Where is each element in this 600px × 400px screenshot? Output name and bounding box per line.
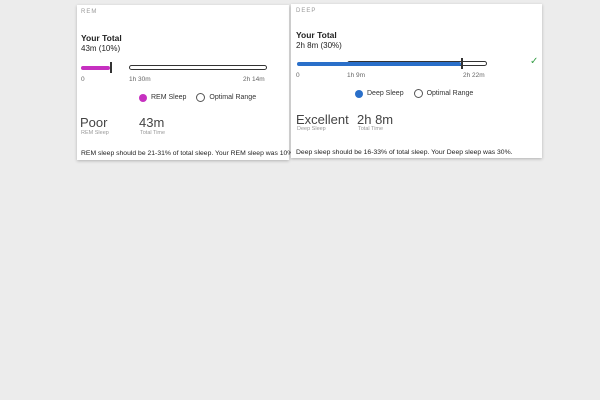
total-time-sub: Total Time	[358, 126, 384, 132]
legend-series: Deep Sleep	[367, 90, 404, 97]
note: Deep sleep should be 16-33% of total sle…	[296, 149, 513, 156]
value-marker	[110, 62, 112, 73]
tick-label: 1h 9m	[347, 72, 366, 79]
deep-value-bar	[297, 62, 461, 66]
tick-label: 0	[296, 72, 300, 79]
tick-label: 0	[81, 76, 85, 83]
range-legend-circle-icon	[413, 89, 423, 98]
rating-sub: REM Sleep	[81, 130, 109, 136]
legend: Deep Sleep Optimal Range	[355, 89, 473, 98]
legend-range: Optimal Range	[209, 94, 257, 101]
card-label: DEEP	[296, 8, 317, 14]
tick-label: 2h 22m	[463, 72, 485, 79]
card-label: REM	[81, 9, 98, 15]
total-time-sub: Total Time	[140, 130, 166, 136]
legend-range: Optimal Range	[426, 90, 474, 97]
rating-sub: Deep Sleep	[297, 126, 326, 132]
rating: Excellent	[296, 112, 349, 127]
total-time: 43m	[139, 115, 165, 130]
rem-value-bar	[81, 66, 110, 70]
value-marker	[461, 58, 463, 69]
check-icon: ✓	[530, 56, 539, 67]
total-value: 43m (10%)	[81, 44, 121, 53]
tick-label: 2h 14m	[243, 76, 265, 83]
range-legend-circle-icon	[196, 93, 206, 102]
total-time: 2h 8m	[357, 112, 394, 127]
tick-label: 1h 30m	[129, 76, 151, 83]
optimal-range-bar	[129, 65, 267, 70]
deep-legend-dot-icon	[355, 89, 363, 98]
legend-series: REM Sleep	[151, 94, 187, 101]
rem-card: REM Your Total 43m (10%) 0 1h 30m 2h 14m…	[77, 5, 295, 160]
rem-legend-dot-icon	[139, 93, 147, 102]
legend: REM Sleep Optimal Range	[139, 93, 256, 102]
deep-card: DEEP Your Total 2h 8m (30%) ✓ 0 1h 9m 2h…	[291, 4, 542, 158]
total-title: Your Total	[296, 30, 337, 40]
total-value: 2h 8m (30%)	[296, 41, 342, 50]
total-title: Your Total	[81, 33, 122, 43]
rating: Poor	[80, 115, 108, 130]
note: REM sleep should be 21-31% of total slee…	[81, 150, 296, 157]
